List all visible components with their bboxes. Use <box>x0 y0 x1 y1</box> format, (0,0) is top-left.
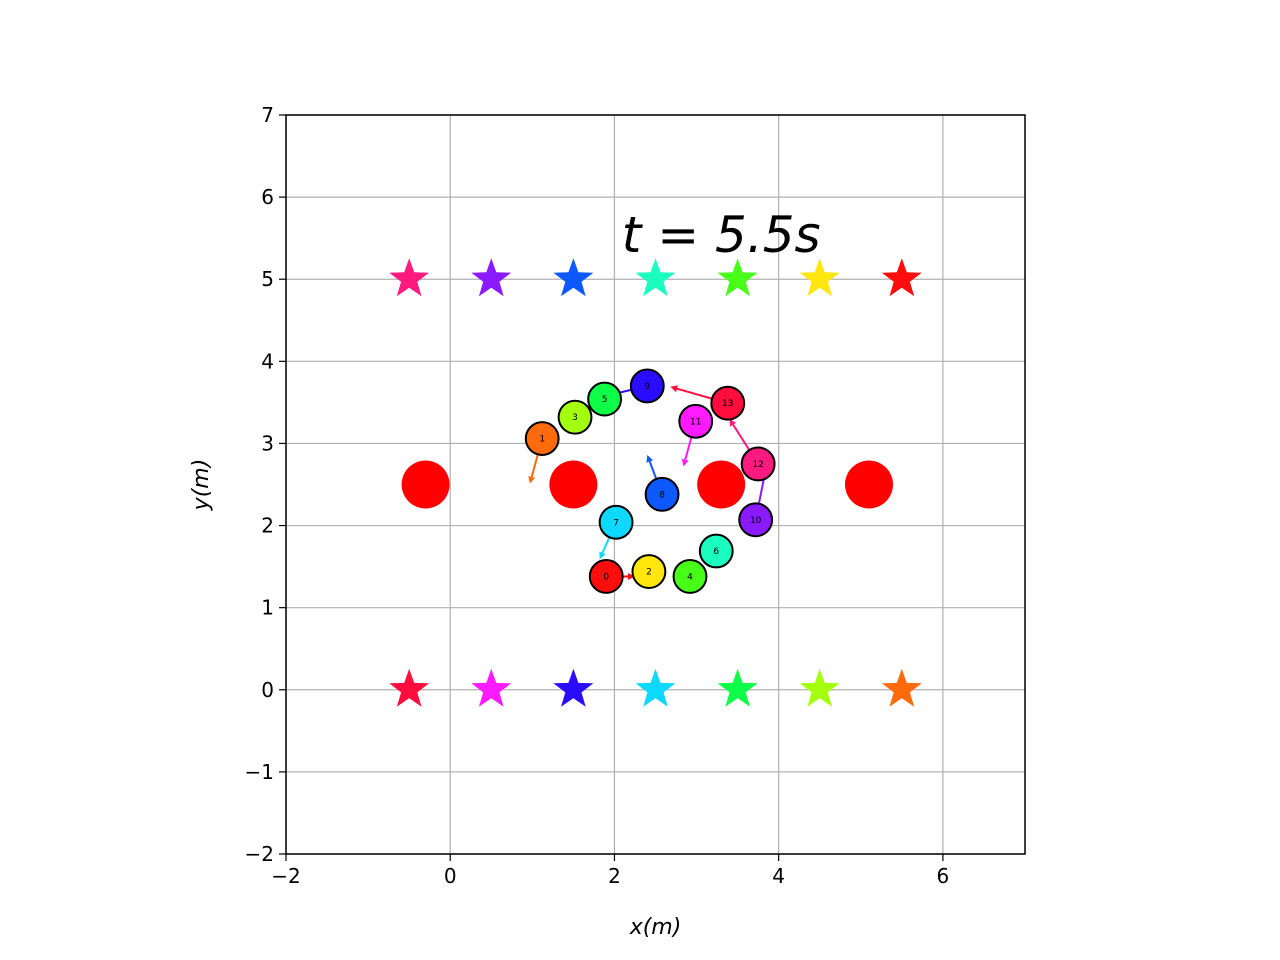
x-tick-label: −2 <box>271 864 300 888</box>
goal-star <box>389 668 430 707</box>
agent <box>587 381 623 417</box>
y-tick-label: 1 <box>261 596 274 620</box>
goal-star <box>799 258 840 297</box>
goal-star <box>717 258 758 297</box>
goal-star <box>799 668 840 707</box>
obstacle <box>549 460 598 509</box>
obstacle <box>401 460 450 509</box>
agent-label: 10 <box>750 516 762 526</box>
x-axis-label: x(m) <box>629 915 682 940</box>
agent-label: 7 <box>613 518 619 528</box>
goal-star <box>471 668 512 707</box>
velocity-arrow-head <box>528 476 536 484</box>
goal-star <box>635 668 676 707</box>
agent-label: 8 <box>659 490 665 500</box>
agent-label: 13 <box>722 399 733 409</box>
goal-star <box>881 668 922 707</box>
agent <box>738 502 774 538</box>
goal-star <box>553 258 594 297</box>
y-tick-label: −2 <box>245 842 274 866</box>
y-tick-label: 5 <box>261 267 274 291</box>
agent <box>629 368 665 404</box>
agent <box>598 504 634 540</box>
plot-frame <box>285 114 1026 855</box>
velocity-arrow-head <box>627 572 635 580</box>
x-tick-label: 6 <box>937 864 950 888</box>
agent <box>698 533 734 569</box>
agent-label: 1 <box>539 435 545 445</box>
agent <box>710 385 746 421</box>
goal-stars <box>389 258 922 707</box>
y-tick-label: 4 <box>261 349 274 373</box>
agent-label: 4 <box>687 572 693 582</box>
goal-star <box>553 668 594 707</box>
velocity-arrow-head <box>670 385 678 393</box>
velocity-arrow-head <box>646 454 654 463</box>
agent <box>631 554 667 589</box>
x-tick-label: 2 <box>608 864 621 888</box>
y-tick-label: −1 <box>245 760 274 784</box>
goal-star <box>881 258 922 297</box>
obstacles <box>401 460 893 509</box>
agent-label: 2 <box>646 568 652 578</box>
agent-label: 3 <box>572 413 578 423</box>
agent-label: 5 <box>602 395 608 405</box>
agent-label: 6 <box>713 547 719 557</box>
agent <box>524 421 560 456</box>
velocity-arrow-head <box>681 458 689 467</box>
agent <box>557 399 593 435</box>
agent-label: 9 <box>644 382 650 392</box>
y-axis-label: y(m) <box>189 459 214 512</box>
time-annotation: t = 5.5s <box>622 206 821 264</box>
obstacle <box>697 460 746 509</box>
y-tick-label: 3 <box>261 431 274 455</box>
agent <box>740 446 776 482</box>
obstacle <box>844 460 893 509</box>
goal-star <box>717 668 758 707</box>
goal-star <box>635 258 676 297</box>
x-tick-label: 4 <box>772 864 785 888</box>
agent <box>678 403 714 439</box>
y-tick-label: 6 <box>261 185 274 209</box>
agent-label: 11 <box>690 417 701 427</box>
velocity-arrow-head <box>599 551 606 560</box>
y-tick-label: 7 <box>261 103 274 127</box>
y-tick-label: 2 <box>261 514 274 538</box>
agent <box>588 559 624 594</box>
agent-label: 12 <box>752 460 763 470</box>
goal-star <box>389 258 430 297</box>
agent <box>672 559 708 594</box>
velocity-arrow-head <box>729 418 737 427</box>
agent-label: 0 <box>603 572 609 582</box>
goal-star <box>471 258 512 297</box>
agent <box>644 476 680 512</box>
x-tick-label: 0 <box>444 864 457 888</box>
y-tick-label: 0 <box>261 678 274 702</box>
